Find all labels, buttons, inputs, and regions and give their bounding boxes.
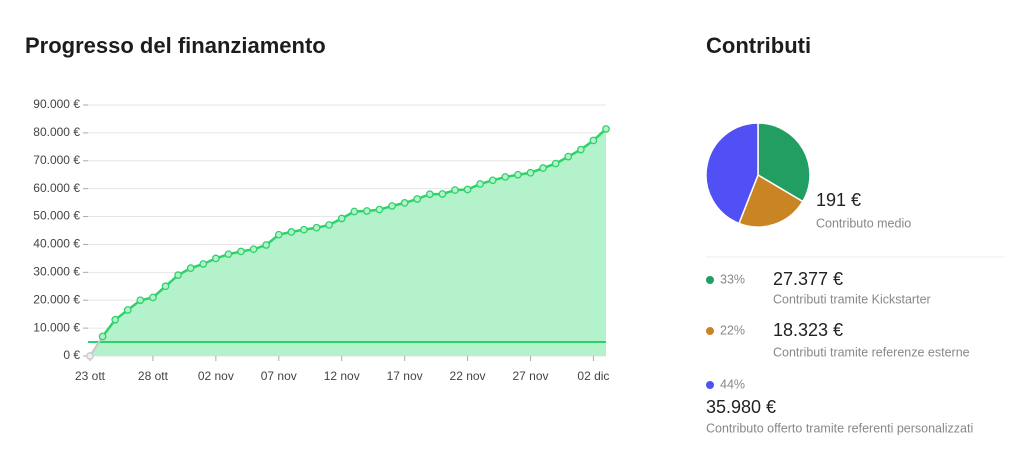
y-tick-label: 50.000 € (33, 209, 80, 223)
point (300, 225, 308, 234)
legend-name: Contributi tramite referenze esterne (773, 345, 970, 359)
legend-share: 44% (720, 377, 745, 391)
point (186, 264, 195, 272)
point (501, 173, 510, 181)
point (224, 250, 233, 259)
point (451, 186, 459, 194)
legend-value: 27.377 € (773, 269, 843, 289)
x-tick-label: 27 nov (512, 369, 548, 383)
point (564, 152, 573, 161)
x-tick-label: 17 nov (387, 369, 423, 383)
point (463, 185, 472, 194)
legend-value: 35.980 € (706, 397, 776, 417)
legend-dot (706, 276, 714, 284)
point (589, 136, 598, 145)
x-tick-label: 02 dic (577, 369, 609, 383)
y-tick-label: 60.000 € (33, 181, 80, 195)
average-value: 191 € (816, 190, 861, 210)
point (86, 352, 94, 360)
point (514, 170, 522, 179)
point (111, 315, 120, 324)
point (388, 202, 396, 210)
point (174, 271, 182, 279)
point (350, 207, 359, 216)
x-tick-label: 28 ott (138, 369, 169, 383)
first-segment (89, 335, 104, 357)
pie-slice (705, 122, 759, 225)
y-tick-label: 10.000 € (33, 320, 80, 334)
point (136, 296, 145, 305)
point (551, 159, 560, 168)
point (526, 168, 535, 177)
x-tick-label: 22 nov (450, 369, 486, 383)
point (212, 254, 220, 263)
point (199, 260, 208, 268)
y-tick-label: 0 € (63, 348, 80, 362)
point (274, 230, 283, 239)
legend-name: Contributi tramite Kickstarter (773, 292, 931, 306)
point (325, 221, 333, 229)
point (249, 245, 258, 254)
point (539, 164, 547, 172)
legend-value: 18.323 € (773, 320, 843, 340)
point (363, 207, 371, 215)
point (312, 223, 321, 232)
point (123, 306, 132, 314)
y-tick-label: 80.000 € (33, 125, 80, 139)
point (375, 205, 384, 214)
y-tick-label: 20.000 € (33, 292, 80, 306)
pie-slice (738, 173, 804, 228)
x-tick-label: 23 ott (75, 369, 106, 383)
point (425, 190, 434, 199)
legend-share: 33% (720, 272, 745, 286)
point (576, 145, 585, 154)
chart-title: Progresso del finanziamento (25, 33, 326, 58)
y-tick-label: 30.000 € (33, 265, 80, 279)
point (602, 125, 610, 133)
legend-dot (706, 381, 714, 389)
x-tick-label: 02 nov (198, 369, 234, 383)
pie-title: Contributi (706, 33, 811, 58)
y-tick-label: 40.000 € (33, 237, 80, 251)
x-tick-label: 12 nov (324, 369, 360, 383)
point (287, 228, 296, 236)
point (476, 180, 484, 188)
point (400, 199, 409, 207)
legend-name: Contributo offerto tramite referenti per… (706, 421, 973, 435)
area-fill (90, 128, 606, 356)
point (488, 176, 497, 185)
y-tick-label: 70.000 € (33, 153, 80, 167)
average-caption: Contributo medio (816, 216, 911, 230)
point (149, 293, 157, 302)
legend-dot (706, 327, 714, 335)
point (161, 282, 170, 291)
point (337, 214, 346, 223)
y-tick-label: 90.000 € (33, 97, 80, 111)
x-tick-label: 07 nov (261, 369, 297, 383)
point (98, 332, 107, 341)
point (438, 190, 447, 198)
point (413, 195, 422, 203)
point (237, 247, 245, 256)
legend-share: 22% (720, 323, 745, 337)
point (262, 241, 271, 249)
